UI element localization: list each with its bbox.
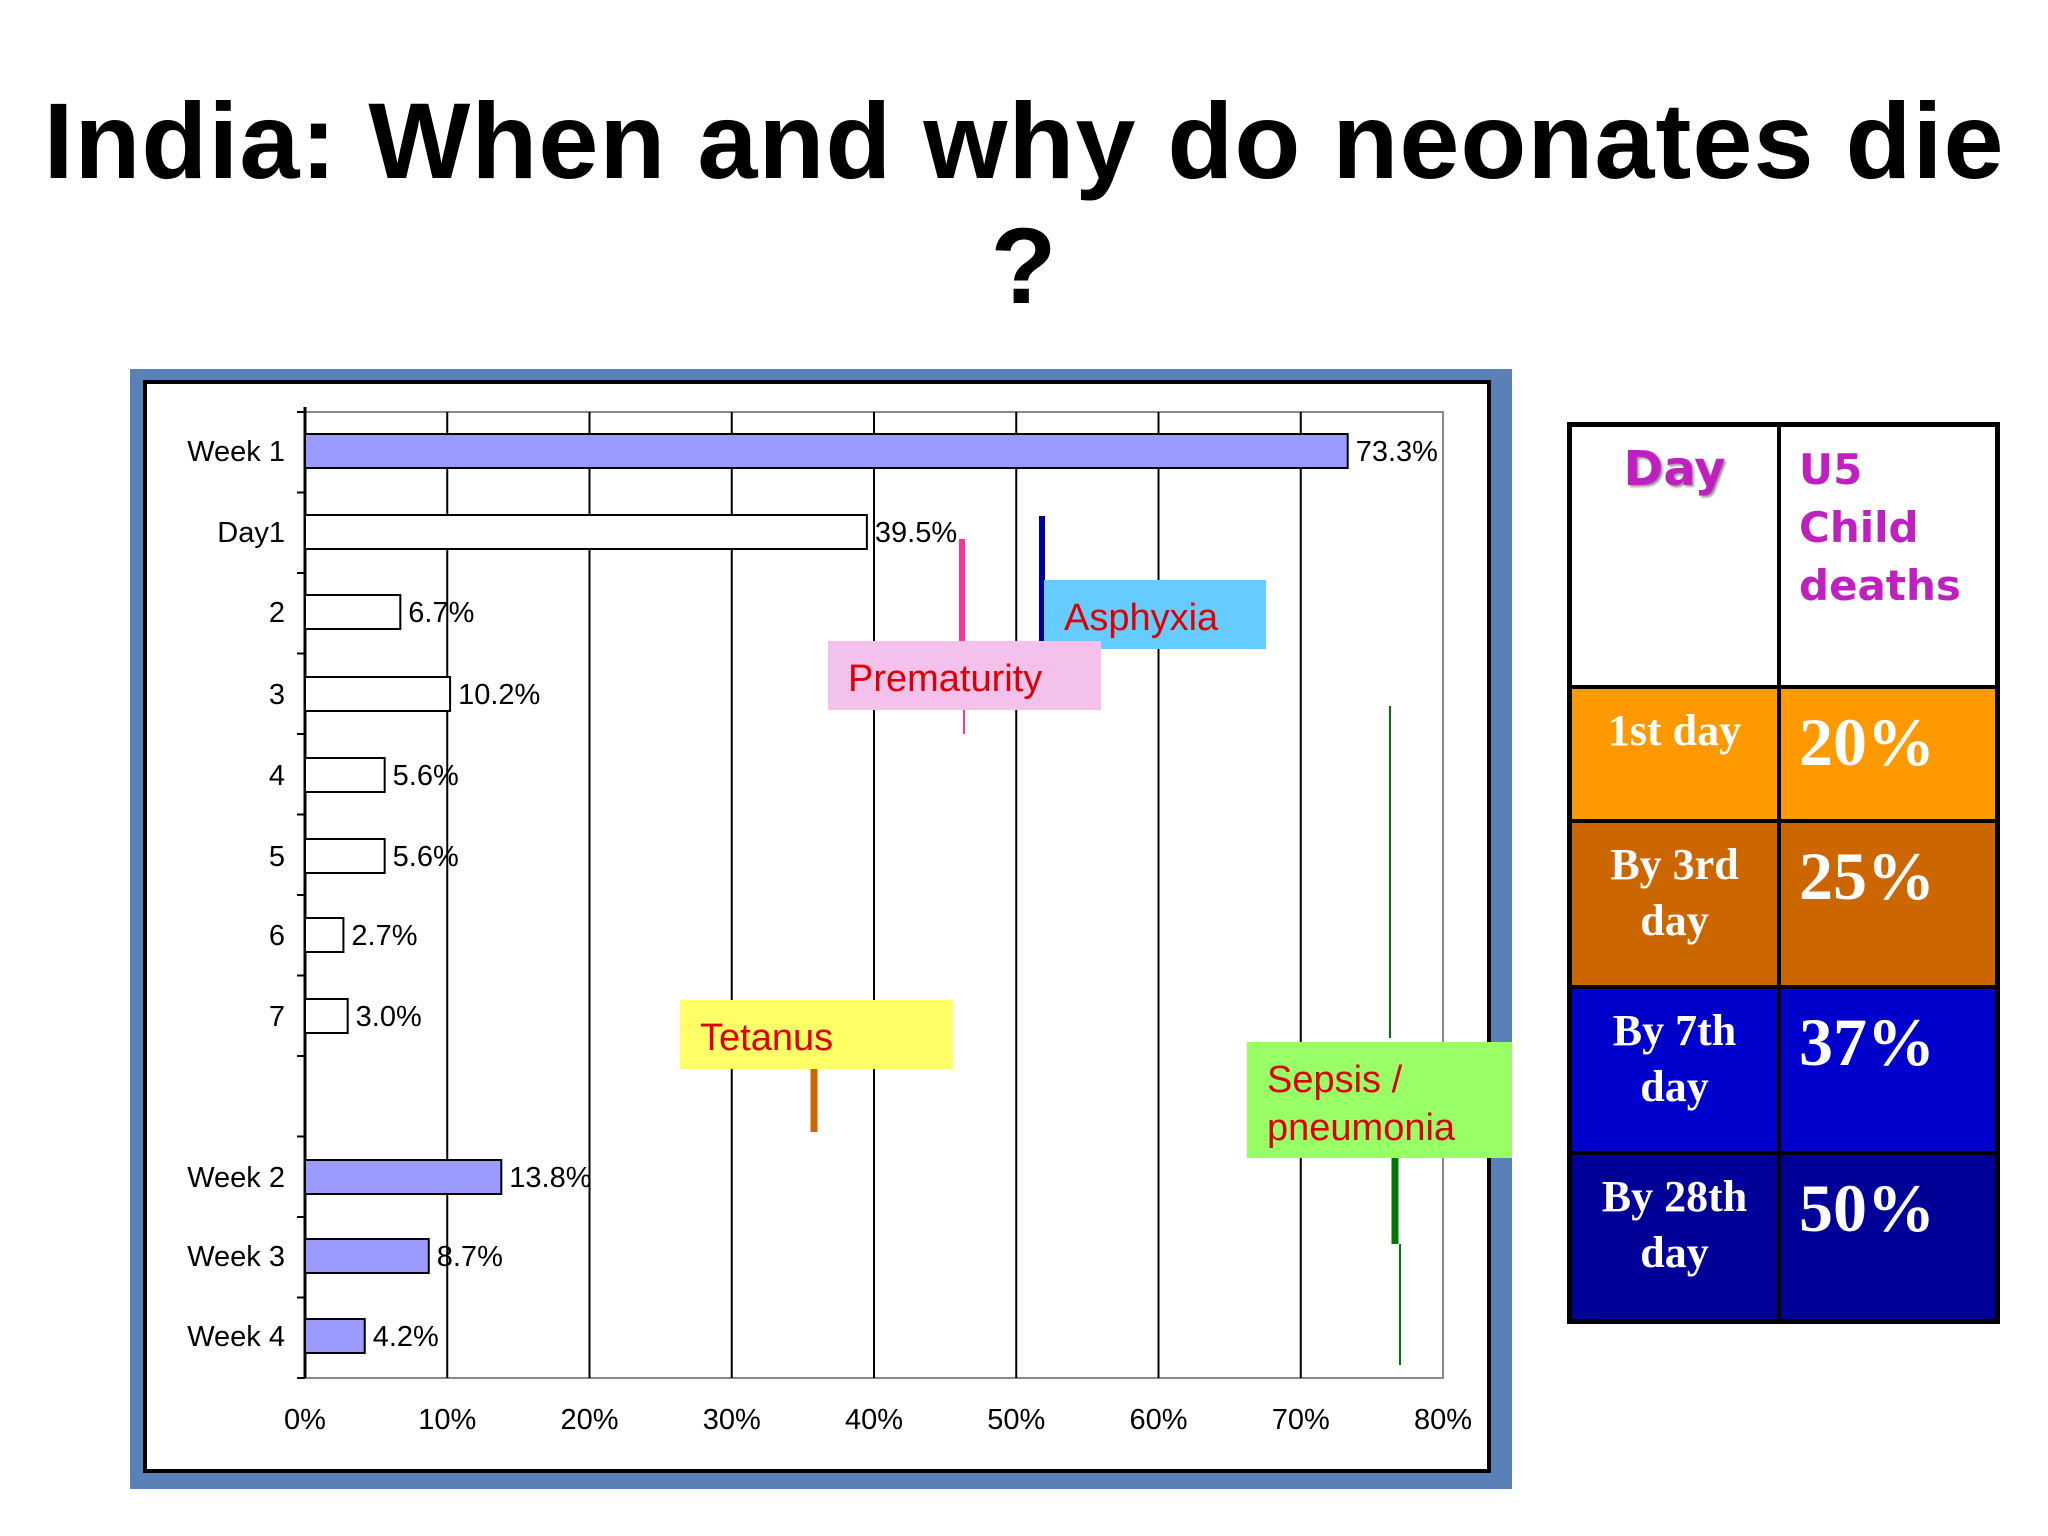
data-label: 73.3% [1356,436,1438,468]
bar [304,1318,366,1354]
data-label: 10.2% [458,679,540,711]
table-row-day: By 7th day [1572,989,1777,1151]
data-label: 6.7% [408,597,474,629]
data-label: 13.8% [509,1162,591,1194]
bar [304,433,1349,469]
x-tick-label: 10% [418,1404,476,1436]
data-label: 39.5% [875,517,957,549]
data-label: 2.7% [351,920,417,952]
callout-label: Asphyxia [1064,597,1219,639]
category-label: 3 [269,679,285,711]
bar [304,757,386,793]
category-label: 5 [269,841,285,873]
x-tick-label: 70% [1272,1404,1330,1436]
table-row-value: 37% [1781,989,1995,1151]
bar [304,838,386,874]
slide-title: India: When and why do neonates die ? [43,80,2005,326]
bar [304,1159,503,1195]
x-tick-label: 30% [703,1404,761,1436]
x-tick-label: 40% [845,1404,903,1436]
data-label: 8.7% [437,1241,503,1273]
bar [304,594,402,630]
callout-box [828,641,1101,710]
callout-label: Prematurity [848,658,1042,700]
neonatal-death-bar-chart: 0% 10% 20% 30% 40% 50% 60% 70% 80% Asphyxia Premat… [187,407,1512,1436]
x-tick-label: 0% [284,1404,326,1436]
table-header-u5-cell: U5 Child deaths [1781,427,1995,685]
category-label: 2 [269,597,285,629]
data-label: 5.6% [393,841,459,873]
table-header-day: Day [1623,441,1726,497]
table-row-day: 1st day [1572,689,1777,819]
category-label: Week 4 [187,1321,285,1353]
table-row-day: By 3rd day [1572,823,1777,985]
bar [304,1238,430,1274]
table-row-value: 50% [1781,1155,1995,1319]
callout-label: Tetanus [700,1017,833,1059]
category-label: Week 2 [187,1162,285,1194]
callout-label: Sepsis / pneumonia [1267,1059,1456,1149]
bar [304,998,349,1034]
category-label: Week 1 [187,436,285,468]
callout-box [680,1000,953,1069]
category-label: 7 [269,1001,285,1033]
table-header-u5: U5 Child deaths [1799,445,1961,610]
x-tick-label: 60% [1129,1404,1187,1436]
category-label: Day1 [217,517,285,549]
x-tick-label: 80% [1414,1404,1472,1436]
callout-box [1044,580,1266,649]
category-label: Week 3 [187,1241,285,1273]
table-row-value: 20% [1781,689,1995,819]
bar [304,917,345,953]
bar [304,514,868,550]
table-row-day: By 28th day [1572,1155,1777,1319]
category-label: 6 [269,920,285,952]
data-label: 4.2% [373,1321,439,1353]
table-header-day-cell: Day [1572,427,1777,685]
callout-box [1247,1042,1512,1158]
data-label: 3.0% [356,1001,422,1033]
category-label: 4 [269,760,285,792]
table-row-value: 25% [1781,823,1995,985]
x-tick-label: 20% [560,1404,618,1436]
data-label: 5.6% [393,760,459,792]
u5-deaths-table: Day U5 Child deaths 1st day 20% By 3rd d… [1567,422,2000,1324]
bar [304,676,452,712]
x-tick-label: 50% [987,1404,1045,1436]
